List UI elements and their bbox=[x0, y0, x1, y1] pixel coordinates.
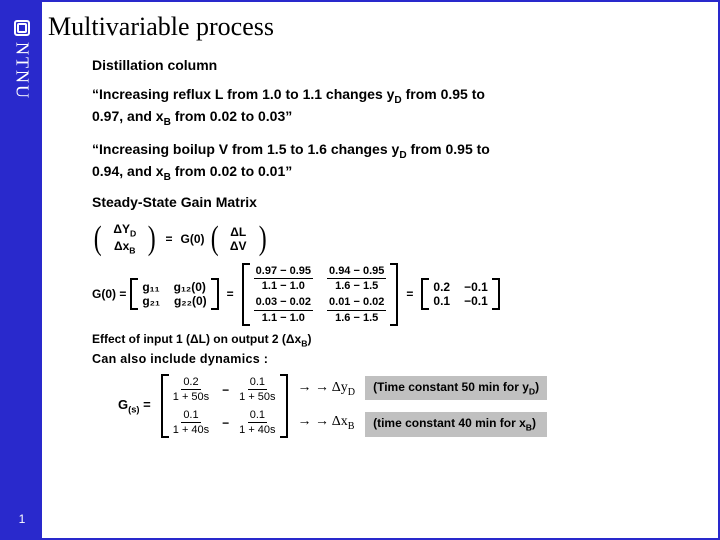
gs-b: 0.11 + 50s bbox=[239, 376, 275, 403]
text: Effect of input 1 (ΔL) on output 2 (Δx bbox=[92, 332, 301, 346]
frac-c: 0.03 − 0.021.1 − 1.0 bbox=[254, 296, 313, 323]
g21: g₂₁ bbox=[142, 294, 160, 308]
rparen-icon: ) bbox=[258, 224, 266, 255]
matrix-numeric: 0.97 − 0.951.1 − 1.0 0.94 − 0.951.6 − 1.… bbox=[242, 263, 399, 325]
tc-yD: (Time constant 50 min for yD) bbox=[365, 376, 547, 400]
page-number: 1 bbox=[2, 512, 42, 526]
lparen-icon: ( bbox=[210, 224, 218, 255]
g11: g₁₁ bbox=[142, 280, 159, 294]
arrow-xB: ΔxB bbox=[298, 414, 356, 432]
sub: (s) bbox=[128, 405, 139, 415]
dV: ΔV bbox=[230, 239, 247, 253]
slide-content: Multivariable process Distillation colum… bbox=[48, 12, 710, 530]
neg: − bbox=[219, 383, 229, 397]
ssgm-label: Steady-State Gain Matrix bbox=[92, 194, 710, 210]
dL: ΔL bbox=[230, 225, 247, 239]
dxB: Δx bbox=[114, 239, 129, 253]
arrow-yD: ΔyD bbox=[298, 380, 356, 398]
res-b: −0.1 bbox=[464, 280, 488, 294]
rparen-icon: ) bbox=[148, 224, 156, 255]
brand-text: NTNU bbox=[12, 42, 33, 100]
g0-label: G(0) bbox=[181, 232, 205, 246]
equals: = bbox=[162, 232, 177, 246]
sub: B bbox=[129, 245, 135, 255]
intro-line-1: “Increasing reflux L from 1.0 to 1.1 cha… bbox=[92, 85, 512, 130]
output-arrows: ΔyD ΔxB bbox=[298, 380, 356, 432]
page-title: Multivariable process bbox=[48, 12, 710, 42]
sub: D bbox=[394, 95, 401, 106]
sub: B bbox=[164, 172, 171, 183]
sidebar: NTNU 1 bbox=[2, 2, 42, 538]
intro-heading: Distillation column bbox=[92, 56, 512, 75]
matrix-gs: 0.21 + 50s − 0.11 + 50s 0.11 + 40s − 0.1… bbox=[161, 374, 288, 438]
text: ) bbox=[307, 332, 311, 346]
dyD: ΔY bbox=[113, 222, 130, 236]
gs-c: 0.11 + 40s bbox=[173, 409, 209, 436]
g12: g₁₂(0) bbox=[174, 280, 206, 294]
lparen-icon: ( bbox=[94, 224, 102, 255]
text: “Increasing boilup V from 1.5 to 1.6 cha… bbox=[92, 141, 399, 157]
g22: g₂₂(0) bbox=[174, 294, 207, 308]
equals: = bbox=[402, 287, 417, 301]
time-constant-notes: (Time constant 50 min for yD) (time cons… bbox=[365, 376, 547, 437]
res-a: 0.2 bbox=[433, 280, 450, 294]
res-c: 0.1 bbox=[433, 294, 450, 308]
text: “Increasing reflux L from 1.0 to 1.1 cha… bbox=[92, 86, 394, 102]
equation-gs: G(s) = 0.21 + 50s − 0.11 + 50s 0.11 + 40… bbox=[118, 374, 710, 438]
tc-xB: (time constant 40 min for xB) bbox=[365, 412, 547, 436]
matrix-result: 0.2 −0.1 0.1 −0.1 bbox=[421, 278, 499, 310]
res-d: −0.1 bbox=[464, 294, 488, 308]
text: from 0.02 to 0.01” bbox=[171, 163, 292, 179]
gs-lhs: G bbox=[118, 397, 128, 412]
equals: = bbox=[223, 287, 238, 301]
text: from 0.02 to 0.03” bbox=[171, 108, 292, 124]
frac-a: 0.97 − 0.951.1 − 1.0 bbox=[254, 265, 313, 292]
sub: D bbox=[399, 149, 406, 160]
matrix-symbolic: g₁₁ g₁₂(0) g₂₁ g₂₂(0) bbox=[130, 278, 218, 310]
equation-1: ( ΔYD ΔxB ) = G(0) ( ΔL ΔV ) bbox=[92, 220, 710, 257]
frac-d: 0.01 − 0.021.6 − 1.5 bbox=[327, 296, 386, 323]
sub: B bbox=[164, 117, 171, 128]
intro-block: Distillation column “Increasing reflux L… bbox=[92, 56, 512, 184]
frac-b: 0.94 − 0.951.6 − 1.5 bbox=[327, 265, 386, 292]
neg: − bbox=[219, 416, 229, 430]
intro-line-2: “Increasing boilup V from 1.5 to 1.6 cha… bbox=[92, 140, 512, 185]
gs-d: 0.11 + 40s bbox=[239, 409, 275, 436]
ntnu-logo-icon bbox=[14, 20, 30, 36]
g0-lhs: G(0) = bbox=[92, 287, 126, 301]
dynamics-label: Can also include dynamics : bbox=[92, 352, 710, 366]
effect-note: Effect of input 1 (ΔL) on output 2 (ΔxB) bbox=[92, 332, 710, 348]
gs-a: 0.21 + 50s bbox=[173, 376, 209, 403]
sub: D bbox=[130, 229, 136, 239]
equation-g0: G(0) = g₁₁ g₁₂(0) g₂₁ g₂₂(0) = bbox=[92, 263, 710, 325]
